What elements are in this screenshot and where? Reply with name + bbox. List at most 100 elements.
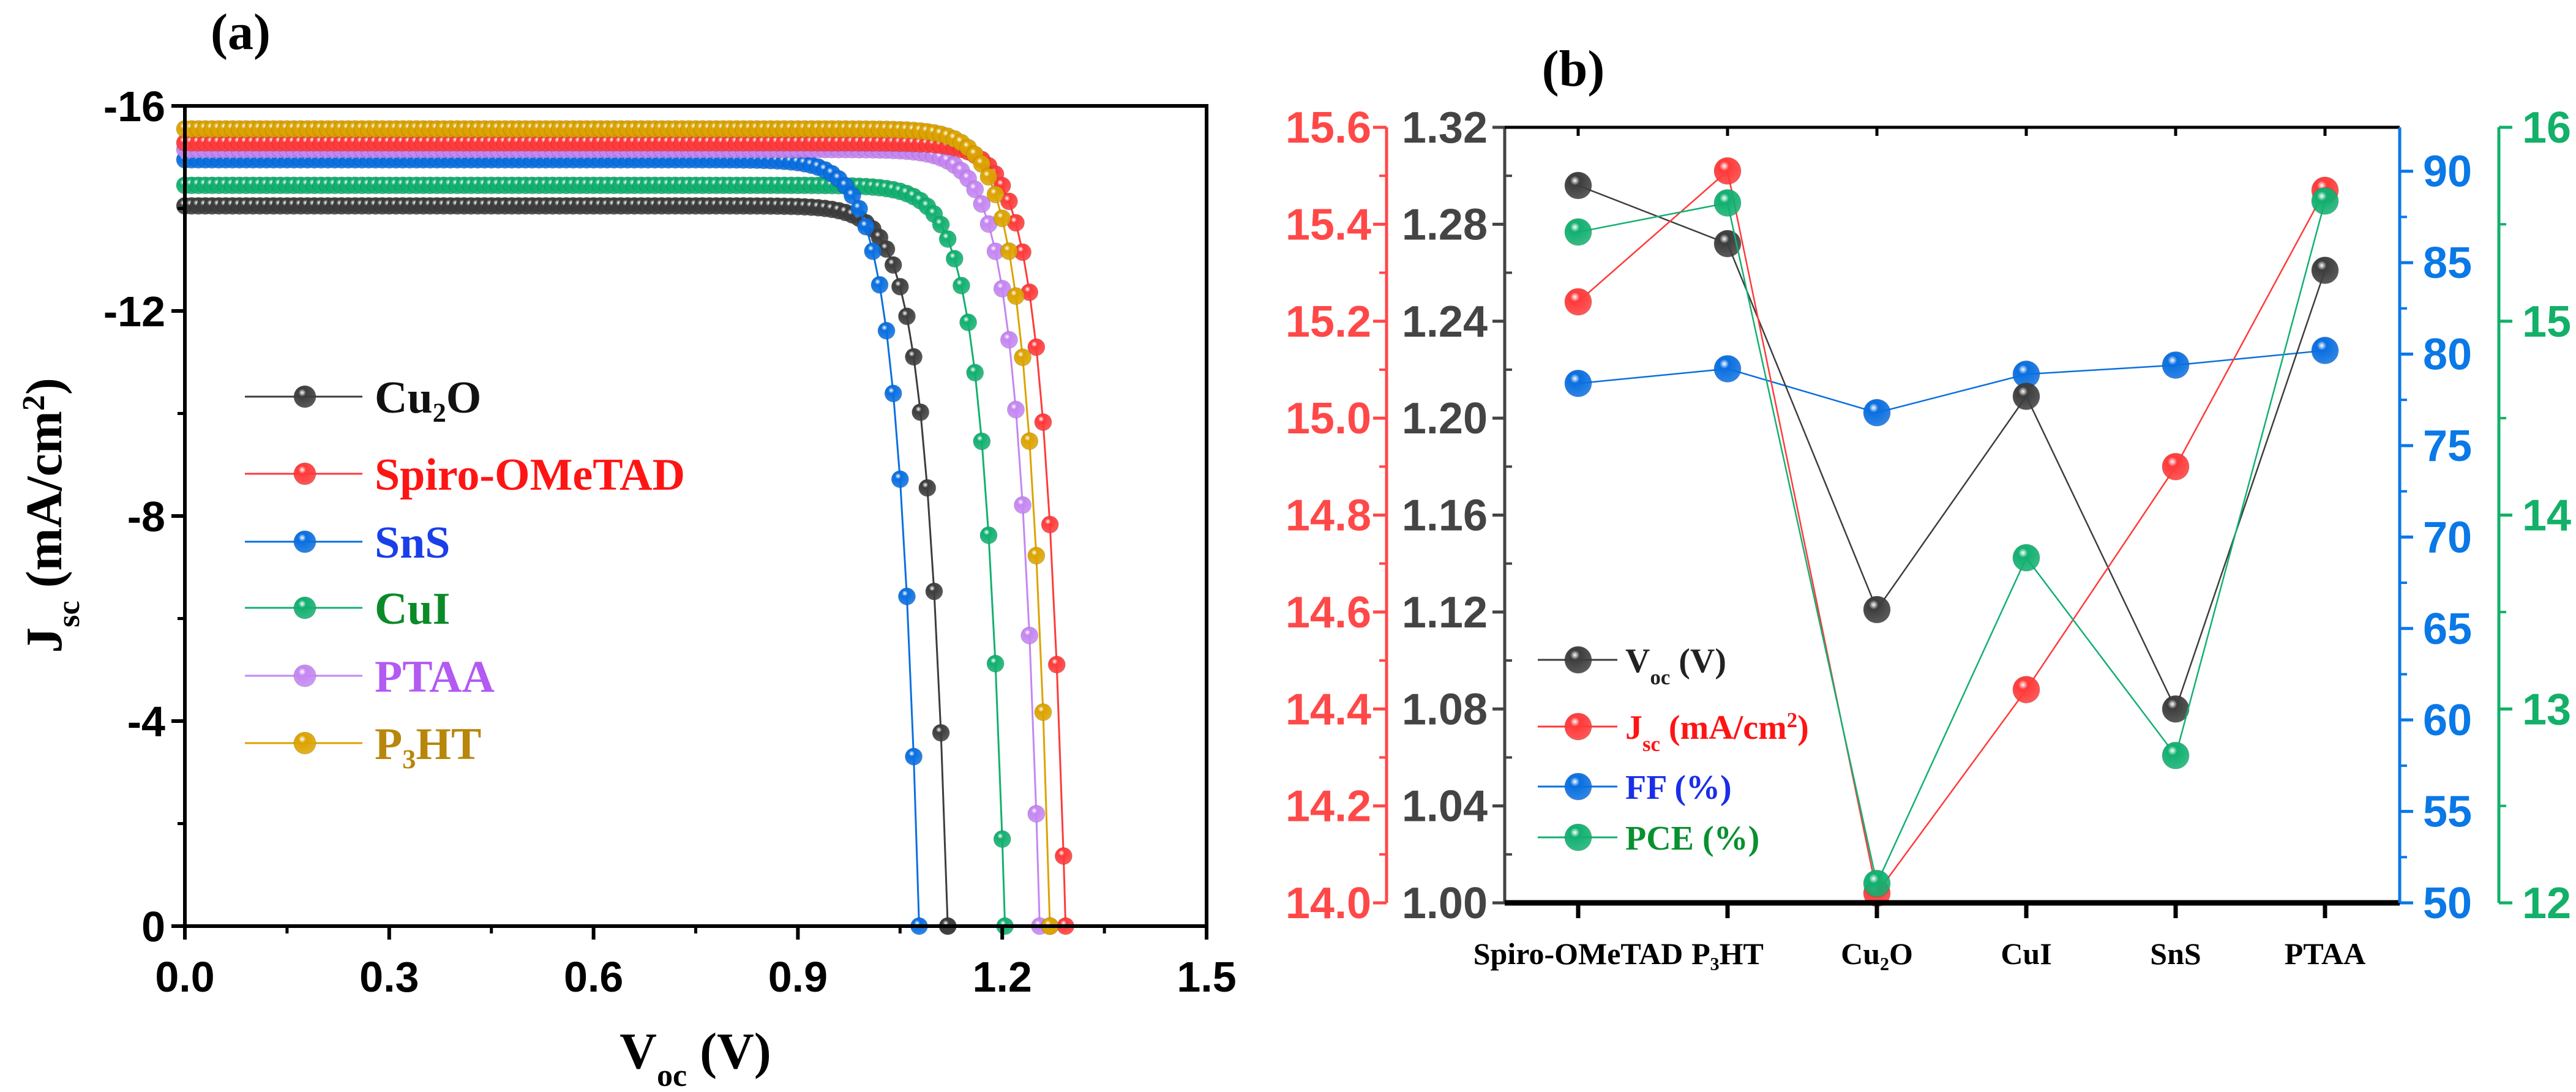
data-point: [993, 280, 1011, 298]
voc-tick-label: 1.08: [1402, 685, 1488, 734]
legend-item: Jsc (mA/cm2): [1538, 708, 1809, 756]
voc-tick-label: 1.28: [1402, 200, 1488, 249]
data-point: [1564, 171, 1592, 200]
legend-marker: [1564, 712, 1592, 741]
data-point: [905, 348, 923, 366]
y-tick-label: -16: [103, 83, 165, 130]
pce-tick-label: 13: [2522, 685, 2571, 734]
data-point: [2012, 676, 2040, 704]
data-point: [979, 168, 998, 186]
voc-tick-label: 1.04: [1402, 782, 1488, 831]
data-point: [897, 587, 916, 605]
voc-tick-label: 1.20: [1402, 394, 1488, 443]
data-point: [952, 277, 970, 295]
data-point: [2012, 382, 2040, 410]
jsc-tick-label: 15.0: [1286, 394, 1371, 443]
data-point: [2162, 351, 2190, 379]
data-point: [979, 526, 998, 544]
legend-marker: [293, 731, 316, 755]
x-tick-label: 0.3: [359, 953, 419, 1001]
voc-tick-label: 1.32: [1402, 103, 1488, 152]
series-line: [185, 128, 1051, 927]
legend-label: PTAA: [375, 652, 495, 702]
jsc-tick-label: 14.0: [1286, 879, 1371, 928]
data-point: [966, 180, 984, 198]
y-tick-label: -4: [127, 698, 165, 746]
category-label: P₃HT: [1691, 937, 1764, 971]
series-line: [185, 141, 1067, 927]
voc-tick-label: 1.00: [1402, 879, 1488, 928]
panel-label-b: (b): [1542, 40, 1605, 97]
legend-label: CuI: [375, 584, 450, 634]
y-axis-label-sup: 2: [17, 395, 51, 411]
data-point: [850, 200, 869, 218]
data-point: [1014, 496, 1032, 514]
data-point: [986, 654, 1005, 673]
data-point: [1034, 413, 1052, 432]
y-axis-label-base: J: [16, 627, 73, 653]
ff-tick-label: 65: [2423, 605, 2472, 654]
x-tick-label: 0.6: [564, 953, 623, 1001]
jsc-tick-label: 15.6: [1286, 103, 1371, 152]
data-point: [1020, 432, 1039, 451]
data-point: [2311, 256, 2339, 285]
data-point: [1027, 338, 1046, 356]
data-point: [2311, 187, 2339, 215]
data-point: [1863, 398, 1891, 427]
ff-tick-label: 80: [2423, 331, 2472, 380]
legend-label: FF (%): [1625, 769, 1732, 807]
jsc-tick-label: 14.2: [1286, 782, 1371, 831]
data-point: [864, 242, 882, 260]
data-point: [932, 724, 950, 742]
data-point: [1020, 626, 1039, 645]
data-point: [1041, 515, 1059, 534]
jsc-tick-label: 14.6: [1286, 588, 1371, 637]
data-point: [973, 195, 991, 213]
data-point: [1713, 189, 1742, 217]
data-point: [912, 403, 930, 421]
legend-label-base: FF (%): [1625, 769, 1732, 807]
legend-label-end: ): [1797, 709, 1809, 747]
legend-label: Voc (V): [1625, 642, 1726, 689]
ff-tick-label: 50: [2423, 879, 2472, 928]
series-line: [1578, 169, 2326, 896]
legend-label: Jsc (mA/cm2): [1625, 708, 1809, 756]
data-point: [1713, 354, 1742, 383]
legend-label-base: V: [1625, 642, 1650, 680]
legend-label-base: PCE (%): [1625, 820, 1759, 858]
legend: Voc (V) Jsc (mA/cm2) FF (%) PCE (%): [1538, 642, 1809, 858]
data-point: [993, 830, 1011, 848]
data-point: [1034, 703, 1052, 721]
data-point: [945, 250, 964, 268]
data-point: [1047, 656, 1066, 674]
voc-tick-label: 1.12: [1402, 588, 1488, 637]
legend-marker: [1564, 772, 1592, 801]
data-point: [2012, 544, 2040, 572]
x-axis-label-base: V: [620, 1023, 657, 1080]
data-point: [1027, 547, 1046, 565]
panel-b-parameters: (b) Spiro-OMeTAD P₃HT Cu₂O CuI SnS PTAA 14.0 14.…: [1286, 40, 2571, 971]
data-point: [2311, 337, 2339, 365]
series-3: [176, 176, 1014, 935]
legend-item: Cu₂O: [245, 373, 481, 423]
jsc-tick-label: 14.4: [1286, 685, 1371, 734]
plot-frame: [183, 104, 1208, 928]
y-axis-label-rest: (mA/cm: [16, 411, 73, 600]
y-tick-label: -8: [127, 493, 165, 540]
data-point: [1564, 288, 1592, 316]
y-axis-label-sub: sc: [51, 600, 86, 627]
legend-label-base: J: [1625, 709, 1642, 747]
category-label: SnS: [2150, 937, 2201, 971]
data-point: [905, 747, 923, 766]
legend-label-rest: (V): [1670, 642, 1726, 680]
series-5: [176, 120, 1059, 935]
y-axis-label: Jsc (mA/cm2): [16, 378, 86, 653]
category-label: CuI: [2001, 937, 2051, 971]
data-point: [918, 479, 937, 497]
data-point: [973, 432, 991, 451]
ff-tick-label: 70: [2423, 513, 2472, 562]
legend-item: P₃HT: [245, 719, 481, 769]
data-point: [2162, 695, 2190, 723]
panel-a-jv-curves: (a) 0.0 0.3 0.6 0.9 1.2 1.5 0 -4 -8 -12 -16 Voc (V) J…: [16, 4, 1237, 1092]
